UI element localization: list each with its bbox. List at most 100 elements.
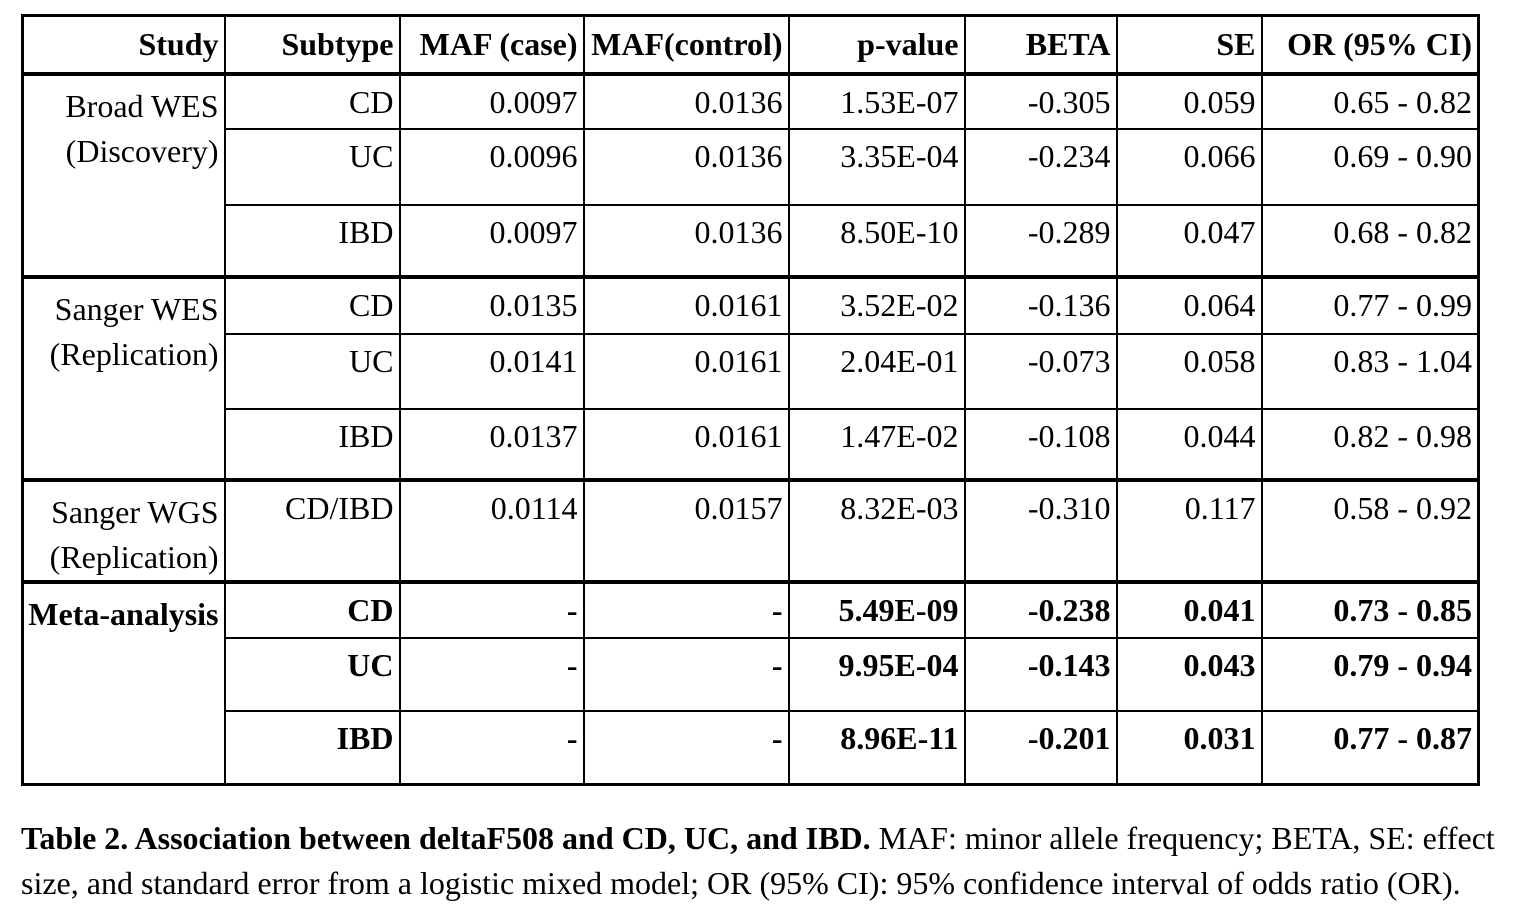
column-header-maf-control: MAF(control)	[582, 14, 790, 76]
cell-beta: -0.305	[963, 72, 1118, 130]
caption-title: Table 2. Association between deltaF508 a…	[21, 820, 871, 856]
column-header-beta: BETA	[963, 14, 1118, 76]
cell-maf-control: -	[582, 709, 790, 786]
association-table: Study Subtype MAF (case) MAF(control) p-…	[21, 14, 1480, 786]
column-header-maf-case: MAF (case)	[398, 14, 585, 76]
cell-maf-case: 0.0096	[398, 127, 585, 206]
cell-se: 0.041	[1115, 579, 1263, 639]
cell-subtype: UC	[223, 127, 401, 206]
cell-subtype: CD	[223, 72, 401, 130]
table-row: UC 0.0141 0.0161 2.04E-01 -0.073 0.058 0…	[23, 332, 1480, 410]
cell-se: 0.043	[1115, 636, 1263, 712]
caption-body: MAF: minor allele frequency; BETA, SE: e…	[21, 820, 1495, 901]
cell-beta: -0.136	[963, 274, 1118, 335]
group-sanger-wgs: Sanger WGS (Replication) CD/IBD 0.0114 0…	[21, 477, 1480, 583]
cell-maf-control: -	[582, 579, 790, 639]
cell-p-value: 3.35E-04	[787, 127, 966, 206]
cell-subtype: CD	[223, 579, 401, 639]
cell-maf-case: 0.0137	[398, 407, 585, 481]
cell-maf-control: -	[582, 636, 790, 712]
cell-beta: -0.310	[963, 477, 1118, 583]
table-caption: Table 2. Association between deltaF508 a…	[21, 816, 1513, 906]
cell-or-ci: 0.58 - 0.92	[1260, 477, 1480, 583]
cell-p-value: 9.95E-04	[787, 636, 966, 712]
cell-beta: -0.238	[963, 579, 1118, 639]
cell-or-ci: 0.65 - 0.82	[1260, 72, 1480, 130]
cell-maf-control: 0.0136	[582, 203, 790, 278]
header-row: Study Subtype MAF (case) MAF(control) p-…	[21, 14, 1480, 76]
cell-or-ci: 0.83 - 1.04	[1260, 332, 1480, 410]
study-cell: Sanger WES (Replication)	[21, 274, 226, 481]
cell-p-value: 1.53E-07	[787, 72, 966, 130]
cell-maf-control: 0.0161	[582, 332, 790, 410]
cell-se: 0.059	[1115, 72, 1263, 130]
cell-se: 0.058	[1115, 332, 1263, 410]
cell-p-value: 8.32E-03	[787, 477, 966, 583]
cell-p-value: 8.50E-10	[787, 203, 966, 278]
group-meta-analysis: Meta-analysis CD - - 5.49E-09 -0.238 0.0…	[21, 579, 1480, 786]
study-cell: Meta-analysis	[21, 579, 226, 786]
cell-or-ci: 0.82 - 0.98	[1260, 407, 1480, 481]
cell-beta: -0.108	[963, 407, 1118, 481]
cell-beta: -0.289	[963, 203, 1118, 278]
column-header-subtype: Subtype	[223, 14, 401, 76]
cell-maf-case: 0.0114	[398, 477, 585, 583]
cell-beta: -0.143	[963, 636, 1118, 712]
cell-or-ci: 0.68 - 0.82	[1260, 203, 1480, 278]
column-header-p-value: p-value	[787, 14, 966, 76]
cell-maf-case: -	[398, 579, 585, 639]
table-row: IBD - - 8.96E-11 -0.201 0.031 0.77 - 0.8…	[23, 709, 1480, 786]
table-row: UC - - 9.95E-04 -0.143 0.043 0.79 - 0.94	[23, 636, 1480, 712]
cell-subtype: CD	[223, 274, 401, 335]
cell-subtype: IBD	[223, 709, 401, 786]
cell-maf-control: 0.0136	[582, 127, 790, 206]
cell-maf-control: 0.0136	[582, 72, 790, 130]
cell-or-ci: 0.77 - 0.99	[1260, 274, 1480, 335]
study-cell: Broad WES (Discovery)	[21, 72, 226, 278]
cell-subtype: IBD	[223, 407, 401, 481]
cell-se: 0.044	[1115, 407, 1263, 481]
table-row: Sanger WGS (Replication) CD/IBD 0.0114 0…	[21, 477, 1480, 583]
table-row: UC 0.0096 0.0136 3.35E-04 -0.234 0.066 0…	[23, 127, 1480, 206]
cell-maf-case: 0.0097	[398, 203, 585, 278]
group-sanger-wes: Sanger WES (Replication) CD 0.0135 0.016…	[21, 274, 1480, 481]
table-row: Sanger WES (Replication) CD 0.0135 0.016…	[21, 274, 1480, 481]
cell-p-value: 5.49E-09	[787, 579, 966, 639]
cell-se: 0.031	[1115, 709, 1263, 786]
cell-maf-control: 0.0157	[582, 477, 790, 583]
cell-beta: -0.073	[963, 332, 1118, 410]
cell-maf-case: 0.0097	[398, 72, 585, 130]
cell-subtype: CD/IBD	[223, 477, 401, 583]
cell-se: 0.066	[1115, 127, 1263, 206]
cell-or-ci: 0.77 - 0.87	[1260, 709, 1480, 786]
group-broad-wes: Broad WES (Discovery) CD 0.0097 0.0136 1…	[21, 72, 1480, 278]
cell-or-ci: 0.69 - 0.90	[1260, 127, 1480, 206]
cell-p-value: 1.47E-02	[787, 407, 966, 481]
cell-beta: -0.234	[963, 127, 1118, 206]
cell-se: 0.117	[1115, 477, 1263, 583]
table-row: Broad WES (Discovery) CD 0.0097 0.0136 1…	[21, 72, 1480, 278]
cell-subtype: IBD	[223, 203, 401, 278]
cell-subtype: UC	[223, 636, 401, 712]
cell-p-value: 2.04E-01	[787, 332, 966, 410]
cell-maf-case: 0.0135	[398, 274, 585, 335]
cell-or-ci: 0.79 - 0.94	[1260, 636, 1480, 712]
cell-maf-case: -	[398, 709, 585, 786]
cell-se: 0.064	[1115, 274, 1263, 335]
column-header-study: Study	[21, 14, 226, 76]
study-cell: Sanger WGS (Replication)	[21, 477, 226, 583]
table-row: IBD 0.0137 0.0161 1.47E-02 -0.108 0.044 …	[23, 407, 1480, 481]
cell-p-value: 3.52E-02	[787, 274, 966, 335]
cell-se: 0.047	[1115, 203, 1263, 278]
cell-p-value: 8.96E-11	[787, 709, 966, 786]
cell-maf-case: 0.0141	[398, 332, 585, 410]
table-row: Meta-analysis CD - - 5.49E-09 -0.238 0.0…	[21, 579, 1480, 786]
cell-maf-case: -	[398, 636, 585, 712]
column-header-se: SE	[1115, 14, 1263, 76]
cell-subtype: UC	[223, 332, 401, 410]
cell-maf-control: 0.0161	[582, 274, 790, 335]
cell-beta: -0.201	[963, 709, 1118, 786]
cell-maf-control: 0.0161	[582, 407, 790, 481]
cell-or-ci: 0.73 - 0.85	[1260, 579, 1480, 639]
